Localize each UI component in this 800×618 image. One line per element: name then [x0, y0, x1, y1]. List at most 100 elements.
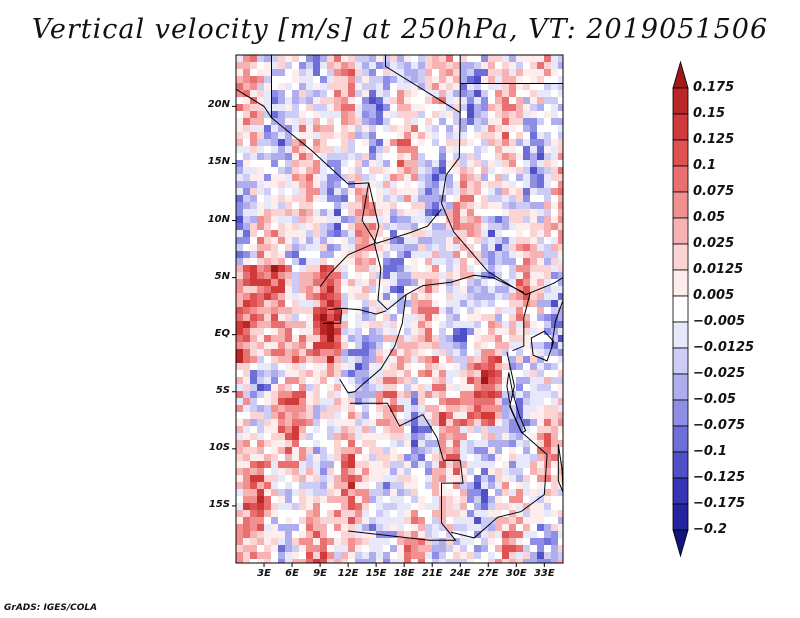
field-cell	[243, 461, 250, 468]
field-cell	[523, 104, 530, 111]
field-cell	[425, 174, 432, 181]
field-cell	[278, 524, 285, 531]
field-cell	[334, 104, 341, 111]
field-cell	[278, 307, 285, 314]
field-cell	[362, 104, 369, 111]
lon-label: 3E	[257, 568, 271, 579]
field-cell	[481, 552, 488, 559]
field-cell	[257, 356, 264, 363]
field-cell	[271, 118, 278, 125]
field-cell	[376, 335, 383, 342]
field-cell	[390, 517, 397, 524]
field-cell	[551, 384, 558, 391]
field-cell	[558, 153, 563, 160]
field-cell	[460, 412, 467, 419]
colorbar-swatch	[672, 529, 689, 558]
field-cell	[558, 279, 563, 286]
field-cell	[327, 104, 334, 111]
field-cell	[236, 307, 243, 314]
field-cell	[439, 216, 446, 223]
field-cell	[390, 321, 397, 328]
field-cell	[341, 125, 348, 132]
field-cell	[425, 69, 432, 76]
field-cell	[320, 174, 327, 181]
field-cell	[446, 111, 453, 118]
field-cell	[446, 335, 453, 342]
field-cell	[271, 202, 278, 209]
field-cell	[320, 363, 327, 370]
field-cell	[467, 510, 474, 517]
field-cell	[530, 279, 537, 286]
field-cell	[467, 405, 474, 412]
field-cell	[404, 139, 411, 146]
field-cell	[460, 510, 467, 517]
field-cell	[530, 454, 537, 461]
field-cell	[411, 265, 418, 272]
field-cell	[285, 258, 292, 265]
field-cell	[264, 300, 271, 307]
field-cell	[488, 510, 495, 517]
field-cell	[418, 125, 425, 132]
field-cell	[292, 384, 299, 391]
field-cell	[362, 251, 369, 258]
field-cell	[558, 349, 563, 356]
field-cell	[404, 377, 411, 384]
field-cell	[306, 104, 313, 111]
field-cell	[383, 419, 390, 426]
field-cell	[271, 258, 278, 265]
field-cell	[390, 209, 397, 216]
field-cell	[432, 160, 439, 167]
field-cell	[495, 202, 502, 209]
field-cell	[439, 384, 446, 391]
field-cell	[404, 482, 411, 489]
field-cell	[453, 384, 460, 391]
field-cell	[278, 125, 285, 132]
field-cell	[481, 412, 488, 419]
field-cell	[537, 146, 544, 153]
field-cell	[530, 230, 537, 237]
field-cell	[313, 251, 320, 258]
field-cell	[362, 349, 369, 356]
field-cell	[257, 531, 264, 538]
field-cell	[460, 461, 467, 468]
field-cell	[299, 447, 306, 454]
field-cell	[523, 209, 530, 216]
field-cell	[264, 188, 271, 195]
field-cell	[397, 531, 404, 538]
field-cell	[537, 300, 544, 307]
field-cell	[250, 160, 257, 167]
field-cell	[271, 356, 278, 363]
field-cell	[544, 496, 551, 503]
field-cell	[341, 223, 348, 230]
field-cell	[432, 328, 439, 335]
field-cell	[306, 160, 313, 167]
field-cell	[355, 209, 362, 216]
field-cell	[523, 223, 530, 230]
field-cell	[376, 363, 383, 370]
field-cell	[292, 391, 299, 398]
field-cell	[320, 328, 327, 335]
field-cell	[320, 216, 327, 223]
field-cell	[341, 461, 348, 468]
field-cell	[411, 174, 418, 181]
field-cell	[474, 300, 481, 307]
field-cell	[425, 300, 432, 307]
field-cell	[425, 552, 432, 559]
field-cell	[271, 447, 278, 454]
field-cell	[369, 314, 376, 321]
chart-title: Vertical velocity [m/s] at 250hPa, VT: 2…	[31, 14, 769, 45]
field-cell	[523, 216, 530, 223]
field-cell	[551, 391, 558, 398]
field-cell	[334, 195, 341, 202]
field-cell	[495, 223, 502, 230]
field-cell	[467, 97, 474, 104]
field-cell	[320, 531, 327, 538]
field-cell	[383, 412, 390, 419]
field-cell	[278, 132, 285, 139]
field-cell	[313, 293, 320, 300]
field-cell	[537, 251, 544, 258]
colorbar-swatch	[672, 87, 689, 115]
field-cell	[446, 293, 453, 300]
field-cell	[306, 503, 313, 510]
field-cell	[537, 552, 544, 559]
